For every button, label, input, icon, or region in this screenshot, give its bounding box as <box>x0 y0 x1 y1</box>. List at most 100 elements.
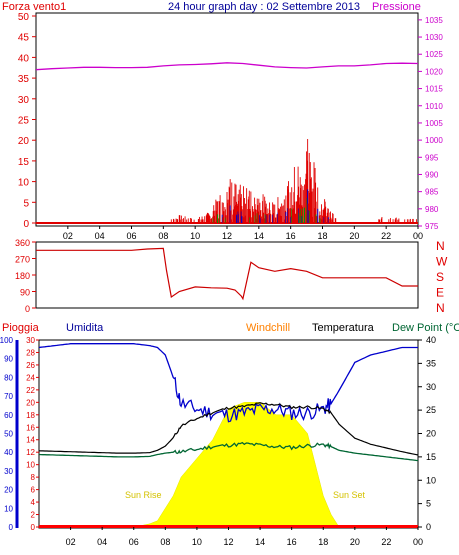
pressure-series <box>35 62 419 71</box>
pressure-tick-label: 1000 <box>425 136 443 145</box>
humidity-tick-label: 50 <box>4 430 13 439</box>
rain-tick-label: 16 <box>26 423 35 432</box>
time-tick-label: 20 <box>349 231 359 241</box>
time-tick-label: 00 <box>413 537 423 547</box>
time-tick-label: 06 <box>129 537 139 547</box>
pressure-tick-label: 1025 <box>425 50 443 59</box>
temperature-series <box>38 402 419 456</box>
humidity-tick-label: 100 <box>0 336 14 345</box>
wind-speed-tick-label: 0 <box>23 219 29 230</box>
sun-set-label: Sun Set <box>333 490 366 500</box>
wind-speed-tick-label: 50 <box>18 12 30 23</box>
humidity-tick-label: 30 <box>4 467 13 476</box>
humidity-tick-label: 70 <box>4 392 13 401</box>
time-tick-label: 20 <box>350 537 360 547</box>
wind-speed-tick-label: 40 <box>18 53 30 64</box>
direction-tick-label: 90 <box>20 288 30 298</box>
compass-label: S <box>436 270 444 284</box>
humidity-tick-label: 10 <box>4 504 13 513</box>
time-tick-label: 08 <box>160 537 170 547</box>
temperature-tick-label: 40 <box>426 335 436 345</box>
pressure-tick-label: 1020 <box>425 67 443 76</box>
wind-speed-axis: 0 5 10 15 20 25 30 35 40 45 50 <box>18 12 36 230</box>
pressure-tick-label: 980 <box>425 205 439 214</box>
humidity-tick-label: 90 <box>4 355 13 364</box>
pressure-label: Pressione <box>372 1 421 13</box>
temperature-axis: 0 5 10 15 20 25 30 35 40 <box>418 335 436 532</box>
humidity-axis: 0 10 20 30 40 50 60 70 80 90 100 <box>0 336 14 532</box>
time-tick-label: 22 <box>381 537 391 547</box>
rain-tick-label: 28 <box>26 348 35 357</box>
humidity-tick-label: 0 <box>9 523 14 532</box>
humidity-tick-label: 20 <box>4 486 13 495</box>
direction-tick-label: 360 <box>15 238 30 248</box>
humidity-tick-label: 60 <box>4 411 13 420</box>
pressure-tick-label: 1010 <box>425 102 443 111</box>
windchill-label: Windchill <box>246 322 290 334</box>
rain-tick-label: 8 <box>31 473 36 482</box>
time-tick-label: 12 <box>223 537 233 547</box>
rain-tick-label: 30 <box>26 336 35 345</box>
direction-tick-label: 180 <box>15 271 30 281</box>
temperature-tick-label: 25 <box>426 405 436 415</box>
wind-speed-tick-label: 35 <box>18 74 30 85</box>
temperature-label: Temperatura <box>312 322 375 334</box>
temperature-tick-label: 0 <box>426 522 431 532</box>
time-tick-label: 10 <box>190 231 200 241</box>
wind-direction-series <box>36 247 418 301</box>
rain-tick-label: 14 <box>26 436 35 445</box>
rain-tick-label: 20 <box>26 398 35 407</box>
wind-direction-axis: 0 90 180 270 360 <box>15 238 36 314</box>
direction-tick-label: 270 <box>15 255 30 265</box>
wind-speed-tick-label: 5 <box>23 198 29 209</box>
time-tick-label: 16 <box>287 537 297 547</box>
humidity-series <box>38 343 418 423</box>
rain-tick-label: 18 <box>26 411 35 420</box>
rain-label: Pioggia <box>2 322 40 334</box>
rain-tick-label: 26 <box>26 361 35 370</box>
rain-tick-label: 22 <box>26 386 35 395</box>
time-tick-label: 16 <box>286 231 296 241</box>
pressure-tick-label: 995 <box>425 153 439 162</box>
temperature-tick-label: 10 <box>426 475 436 485</box>
chart-title: 24 hour graph day : 02 Settembre 2013 <box>168 1 360 13</box>
temperature-tick-label: 5 <box>426 499 431 509</box>
compass-label: N <box>436 239 445 253</box>
sun-rise-label: Sun Rise <box>125 490 162 500</box>
wind-speed-series <box>36 139 418 224</box>
time-tick-label: 14 <box>255 537 265 547</box>
time-tick-label: 02 <box>63 231 73 241</box>
dewpoint-label: Dew Point (°C <box>392 322 459 334</box>
time-tick-label: 00 <box>413 231 423 241</box>
rain-tick-label: 6 <box>31 486 36 495</box>
rain-tick-label: 2 <box>31 511 36 520</box>
wind-speed-tick-label: 10 <box>18 178 30 189</box>
compass-label: E <box>436 286 444 300</box>
wind-speed-tick-label: 15 <box>18 157 30 168</box>
rain-tick-label: 0 <box>31 523 36 532</box>
temperature-tick-label: 30 <box>426 382 436 392</box>
wind-speed-tick-label: 30 <box>18 95 30 106</box>
time-tick-label: 18 <box>317 231 327 241</box>
pressure-tick-label: 1035 <box>425 16 443 25</box>
time-tick-label: 04 <box>95 231 105 241</box>
humidity-tick-label: 40 <box>4 448 13 457</box>
time-axis-top: 02 04 06 08 10 12 14 16 18 20 22 00 <box>63 226 423 241</box>
wind-speed-tick-label: 45 <box>18 33 30 44</box>
time-tick-label: 08 <box>158 231 168 241</box>
temperature-tick-label: 35 <box>426 358 436 368</box>
time-tick-label: 14 <box>254 231 264 241</box>
wind-speed-tick-label: 25 <box>18 116 30 127</box>
rain-tick-label: 4 <box>31 498 36 507</box>
pressure-tick-label: 1030 <box>425 33 443 42</box>
rain-tick-label: 10 <box>26 461 35 470</box>
time-tick-label: 12 <box>222 231 232 241</box>
time-tick-label: 22 <box>381 231 391 241</box>
pressure-tick-label: 985 <box>425 188 439 197</box>
pressure-tick-label: 975 <box>425 222 439 231</box>
compass-label: W <box>436 255 448 269</box>
compass-label: N <box>436 301 445 315</box>
wind-speed-label: Forza vento1 <box>2 1 66 13</box>
